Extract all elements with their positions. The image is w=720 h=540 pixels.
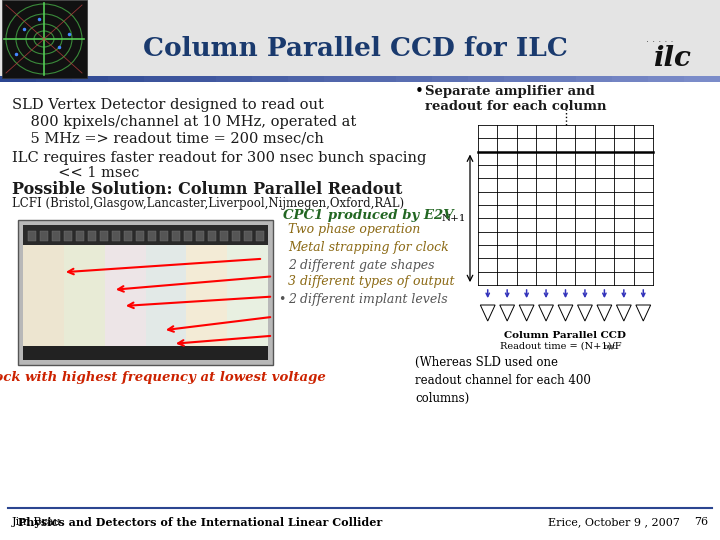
Bar bbox=[104, 225, 145, 360]
Text: 800 kpixels/channel at 10 MHz, operated at: 800 kpixels/channel at 10 MHz, operated … bbox=[12, 115, 356, 129]
Bar bbox=[64, 231, 72, 241]
Text: readout for each column: readout for each column bbox=[425, 99, 606, 112]
Bar bbox=[576, 76, 612, 82]
Bar bbox=[504, 76, 540, 82]
Bar bbox=[23, 346, 268, 360]
Polygon shape bbox=[480, 305, 495, 321]
Text: 2 different implant levels: 2 different implant levels bbox=[288, 293, 448, 306]
Text: Metal strapping for clock: Metal strapping for clock bbox=[288, 240, 449, 253]
Bar bbox=[468, 76, 504, 82]
Bar bbox=[18, 220, 273, 365]
Bar bbox=[124, 231, 132, 241]
Bar bbox=[100, 231, 108, 241]
Text: N+1: N+1 bbox=[442, 214, 467, 223]
Bar bbox=[684, 76, 720, 82]
Bar bbox=[160, 231, 168, 241]
Text: · · · · ·: · · · · · bbox=[647, 37, 674, 47]
Bar bbox=[288, 76, 324, 82]
Bar bbox=[0, 76, 36, 82]
Bar bbox=[28, 231, 36, 241]
Text: Column Parallel CCD for ILC: Column Parallel CCD for ILC bbox=[143, 37, 567, 62]
Polygon shape bbox=[577, 305, 593, 321]
Text: 3 different types of output: 3 different types of output bbox=[288, 275, 454, 288]
Bar bbox=[112, 231, 120, 241]
Text: (Whereas SLD used one
readout channel for each 400
columns): (Whereas SLD used one readout channel fo… bbox=[415, 355, 591, 404]
Bar bbox=[648, 76, 684, 82]
Bar bbox=[145, 225, 186, 360]
Bar bbox=[220, 231, 228, 241]
Bar bbox=[180, 76, 216, 82]
Bar bbox=[612, 76, 648, 82]
Text: CPC1 produced by E2V: CPC1 produced by E2V bbox=[283, 208, 454, 221]
Text: SLD Vertex Detector designed to read out: SLD Vertex Detector designed to read out bbox=[12, 98, 324, 112]
Bar bbox=[23, 225, 268, 360]
Bar bbox=[172, 231, 180, 241]
Text: Jim Brau: Jim Brau bbox=[12, 517, 62, 527]
Bar bbox=[540, 76, 576, 82]
Bar bbox=[23, 225, 64, 360]
Bar bbox=[216, 76, 252, 82]
Bar bbox=[252, 76, 288, 82]
Bar bbox=[0, 0, 720, 78]
Text: out: out bbox=[603, 343, 616, 351]
Polygon shape bbox=[558, 305, 573, 321]
Text: Separate amplifier and: Separate amplifier and bbox=[425, 85, 595, 98]
Text: << 1 msec: << 1 msec bbox=[12, 166, 140, 180]
Bar bbox=[324, 76, 360, 82]
Bar bbox=[76, 231, 84, 241]
Text: LCFI (Bristol,Glasgow,Lancaster,Liverpool,Nijmegen,Oxford,RAL): LCFI (Bristol,Glasgow,Lancaster,Liverpoo… bbox=[12, 198, 404, 211]
Polygon shape bbox=[539, 305, 554, 321]
Bar bbox=[244, 231, 252, 241]
Bar bbox=[208, 231, 216, 241]
Bar bbox=[40, 231, 48, 241]
Bar bbox=[136, 231, 144, 241]
Polygon shape bbox=[636, 305, 651, 321]
Polygon shape bbox=[500, 305, 515, 321]
Bar bbox=[396, 76, 432, 82]
Text: 5 MHz => readout time = 200 msec/ch: 5 MHz => readout time = 200 msec/ch bbox=[12, 132, 324, 146]
Bar bbox=[2, 0, 87, 78]
Bar bbox=[144, 76, 180, 82]
Bar bbox=[36, 76, 72, 82]
Polygon shape bbox=[616, 305, 631, 321]
Text: ► Clock with highest frequency at lowest voltage: ► Clock with highest frequency at lowest… bbox=[0, 370, 326, 383]
Text: 2 different gate shapes: 2 different gate shapes bbox=[288, 259, 434, 272]
Bar bbox=[360, 76, 396, 82]
Text: Erice, October 9 , 2007: Erice, October 9 , 2007 bbox=[548, 517, 680, 527]
Bar bbox=[23, 225, 268, 245]
Bar bbox=[256, 231, 264, 241]
Polygon shape bbox=[519, 305, 534, 321]
Text: ilc: ilc bbox=[653, 44, 691, 71]
Text: Possible Solution: Column Parallel Readout: Possible Solution: Column Parallel Reado… bbox=[12, 181, 402, 199]
Text: Column Parallel CCD: Column Parallel CCD bbox=[505, 330, 626, 340]
Bar bbox=[432, 76, 468, 82]
Text: ILC requires faster readout for 300 nsec bunch spacing: ILC requires faster readout for 300 nsec… bbox=[12, 151, 426, 165]
Bar bbox=[228, 225, 268, 360]
Bar bbox=[186, 225, 228, 360]
Text: •: • bbox=[415, 84, 424, 99]
Bar bbox=[184, 231, 192, 241]
Bar bbox=[88, 231, 96, 241]
Bar bbox=[72, 76, 108, 82]
Text: Readout time = (N+1)/F: Readout time = (N+1)/F bbox=[500, 341, 621, 350]
Text: Physics and Detectors of the International Linear Collider: Physics and Detectors of the Internation… bbox=[18, 516, 382, 528]
Text: 76: 76 bbox=[694, 517, 708, 527]
Polygon shape bbox=[597, 305, 612, 321]
Bar bbox=[108, 76, 144, 82]
Text: •: • bbox=[278, 293, 285, 306]
Bar bbox=[52, 231, 60, 241]
Text: Two phase operation: Two phase operation bbox=[288, 224, 420, 237]
Bar bbox=[232, 231, 240, 241]
Bar bbox=[64, 225, 104, 360]
Bar bbox=[148, 231, 156, 241]
Bar bbox=[478, 125, 653, 285]
Bar bbox=[196, 231, 204, 241]
